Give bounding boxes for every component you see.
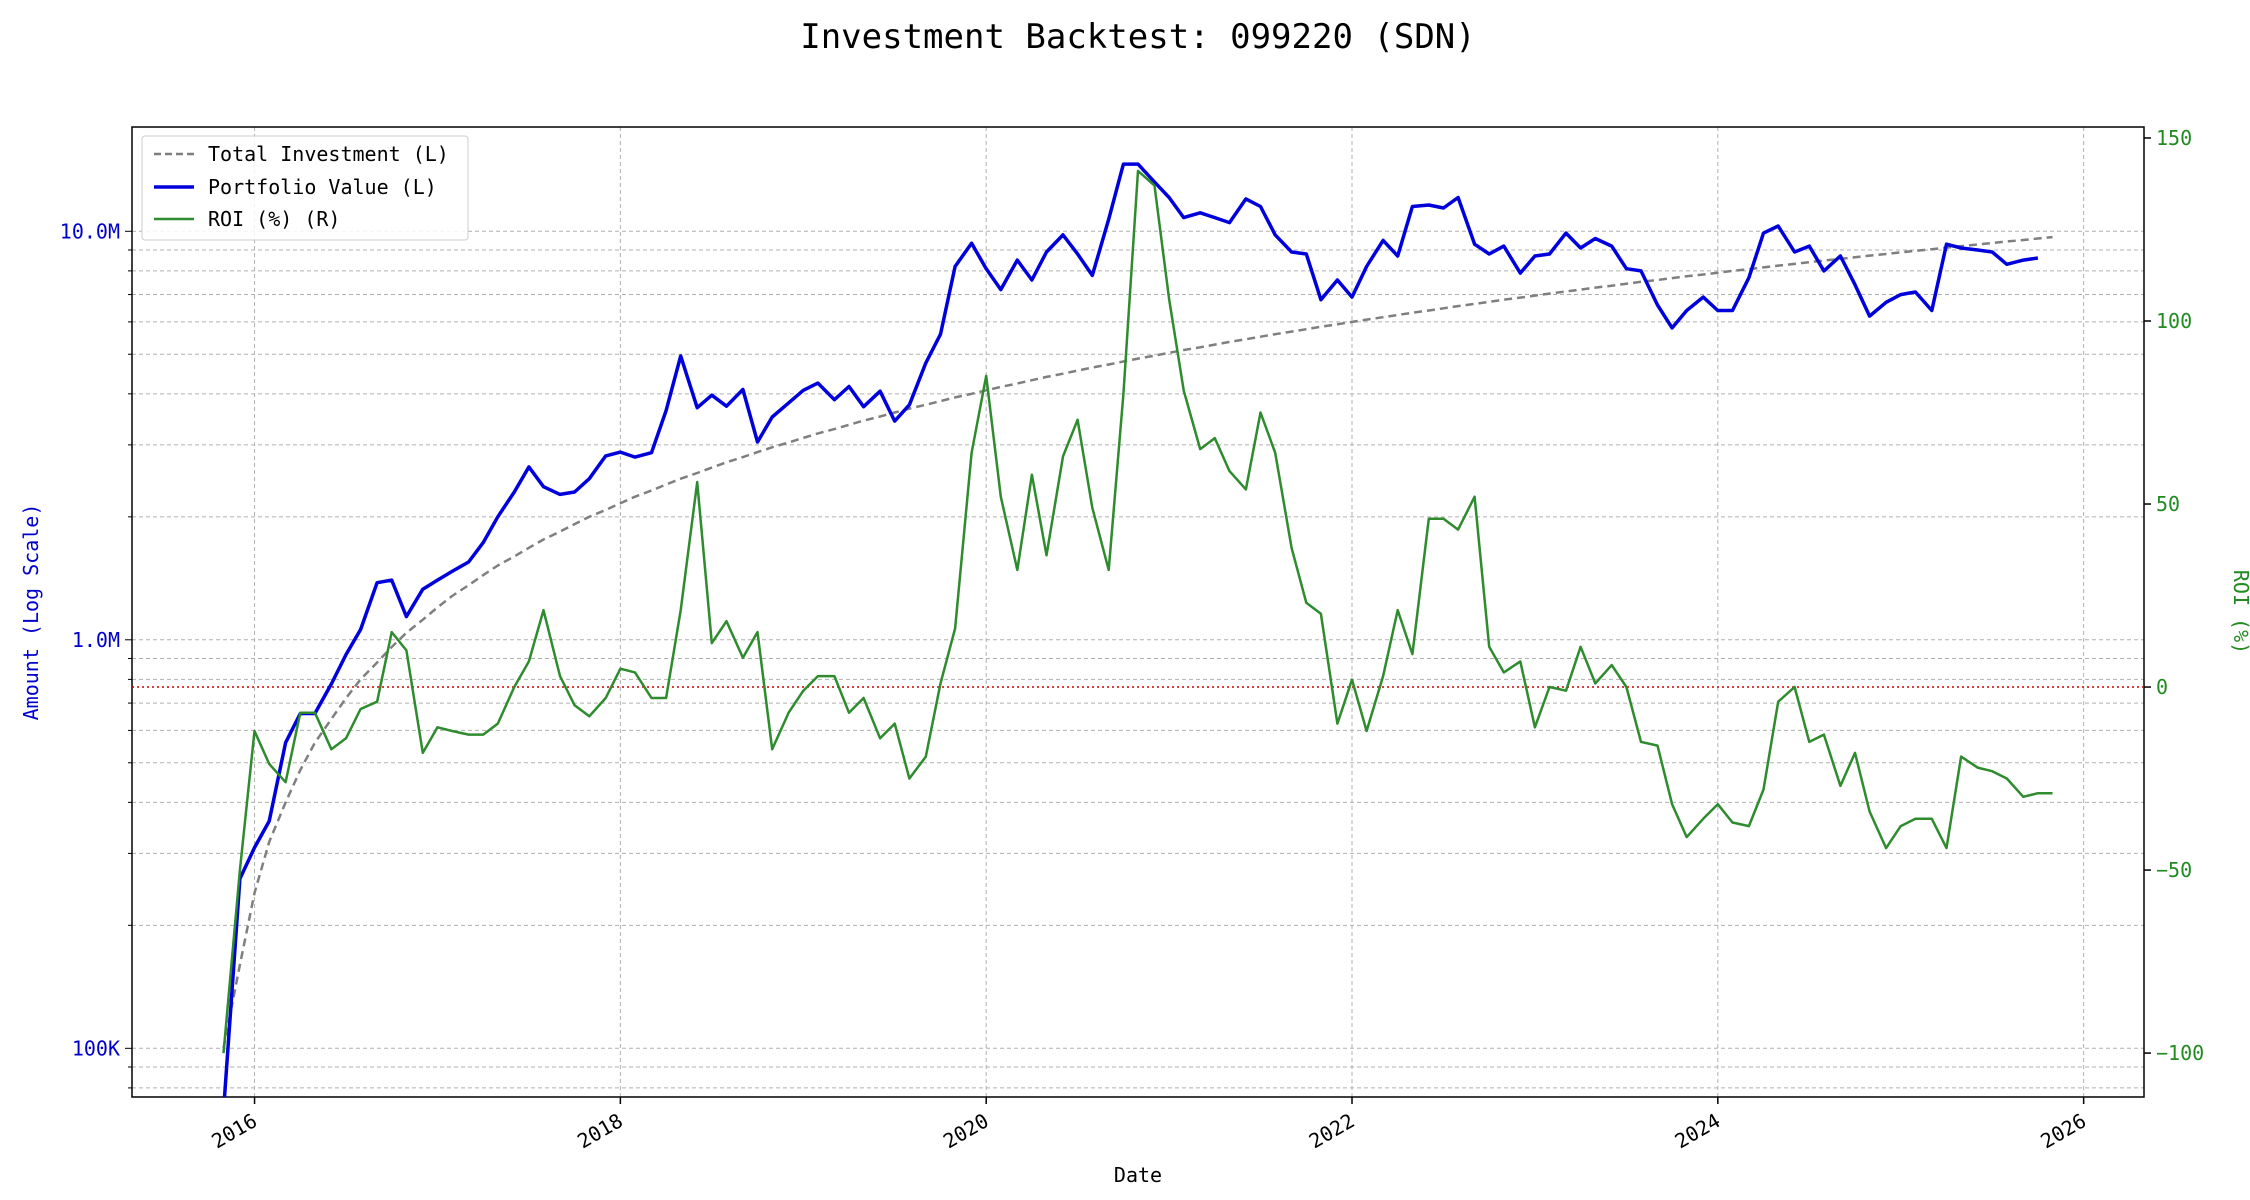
chart-title: Investment Backtest: 099220 (SDN) xyxy=(800,17,1476,57)
left-y-axis-label: Amount (Log Scale) xyxy=(19,504,43,721)
left-tick-label: 100K xyxy=(72,1036,120,1060)
plot-frame xyxy=(131,126,2145,1098)
x-tick-label: 2020 xyxy=(939,1108,993,1153)
right-tick-label: 50 xyxy=(2156,492,2180,516)
right-tick-label: −100 xyxy=(2156,1041,2204,1065)
series-layer xyxy=(222,162,2053,1097)
roi-line xyxy=(222,169,2053,1054)
right-tick-label: 150 xyxy=(2156,126,2192,150)
x-tick-label: 2018 xyxy=(573,1108,627,1153)
legend-label-investment: Total Investment (L) xyxy=(208,142,449,166)
left-tick-label: 10.0M xyxy=(60,219,120,243)
x-axis-label: Date xyxy=(1114,1163,1162,1187)
legend: Total Investment (L) Portfolio Value (L)… xyxy=(141,135,469,241)
x-tick-label: 2016 xyxy=(207,1108,261,1153)
grid-layer xyxy=(132,127,2144,1097)
x-tick-label: 2026 xyxy=(2036,1108,2090,1153)
right-tick-label: 100 xyxy=(2156,309,2192,333)
legend-label-portfolio: Portfolio Value (L) xyxy=(208,175,437,199)
total-investment-line xyxy=(222,235,2053,1049)
right-tick-label: 0 xyxy=(2156,675,2168,699)
x-tick-label: 2024 xyxy=(1671,1108,1725,1153)
legend-box xyxy=(141,135,469,241)
portfolio-value-line xyxy=(222,162,2039,1097)
right-tick-label: −50 xyxy=(2156,858,2192,882)
legend-label-roi: ROI (%) (R) xyxy=(208,207,340,231)
x-tick-label: 2022 xyxy=(1305,1108,1359,1153)
right-y-axis-label: ROI (%) xyxy=(2229,570,2250,654)
left-tick-label: 1.0M xyxy=(72,628,120,652)
